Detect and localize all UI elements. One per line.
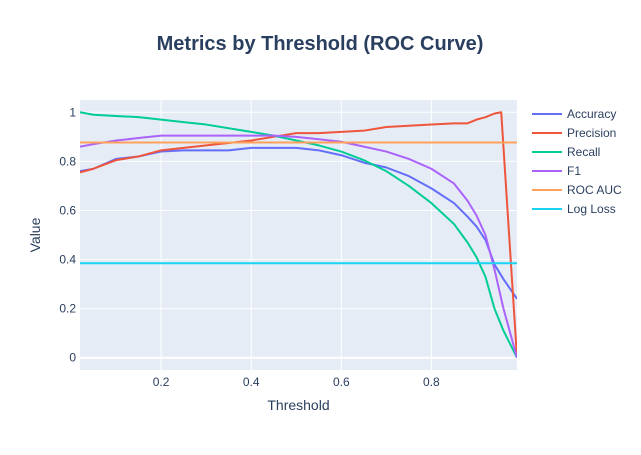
y-tick-label: 1 [69, 105, 76, 119]
legend-item-precision[interactable]: Precision [532, 126, 616, 140]
legend-label: Precision [567, 126, 616, 140]
legend-label: F1 [567, 164, 581, 178]
series-line-f1 [80, 134, 517, 358]
grid-lines [80, 100, 517, 370]
x-tick-label: 0.4 [243, 375, 260, 389]
y-tick-label: 0.2 [59, 302, 76, 316]
legend-item-f1[interactable]: F1 [532, 164, 581, 178]
y-tick-label: 0.8 [59, 154, 76, 168]
y-axis-title: Value [27, 217, 43, 252]
legend-item-log-loss[interactable]: Log Loss [532, 202, 616, 216]
series-line-recall [80, 111, 517, 359]
legend-item-recall[interactable]: Recall [532, 145, 600, 159]
legend-label: Log Loss [567, 202, 616, 216]
plot-area [80, 100, 517, 370]
chart-title: Metrics by Threshold (ROC Curve) [157, 33, 484, 55]
y-tick-label: 0.6 [59, 203, 76, 217]
legend-label: Recall [567, 145, 600, 159]
legend-label: ROC AUC [567, 183, 622, 197]
x-tick-label: 0.6 [333, 375, 350, 389]
x-tick-label: 0.8 [423, 375, 440, 389]
legend: Accuracy Precision Recall F1 ROC AUC Log Loss [532, 107, 622, 216]
y-tick-label: 0.4 [59, 253, 76, 267]
y-tick-label: 0 [69, 351, 76, 365]
x-tick-label: 0.2 [153, 375, 170, 389]
axis-ticks: 0.2 0.4 0.6 0.8 0 0.2 0.4 0.6 0.8 1 [59, 105, 440, 389]
series-lines [80, 111, 517, 359]
legend-label: Accuracy [567, 107, 616, 121]
x-axis-title: Threshold [267, 397, 329, 413]
legend-item-roc-auc[interactable]: ROC AUC [532, 183, 622, 197]
series-line-precision [80, 111, 517, 358]
legend-item-accuracy[interactable]: Accuracy [532, 107, 616, 121]
